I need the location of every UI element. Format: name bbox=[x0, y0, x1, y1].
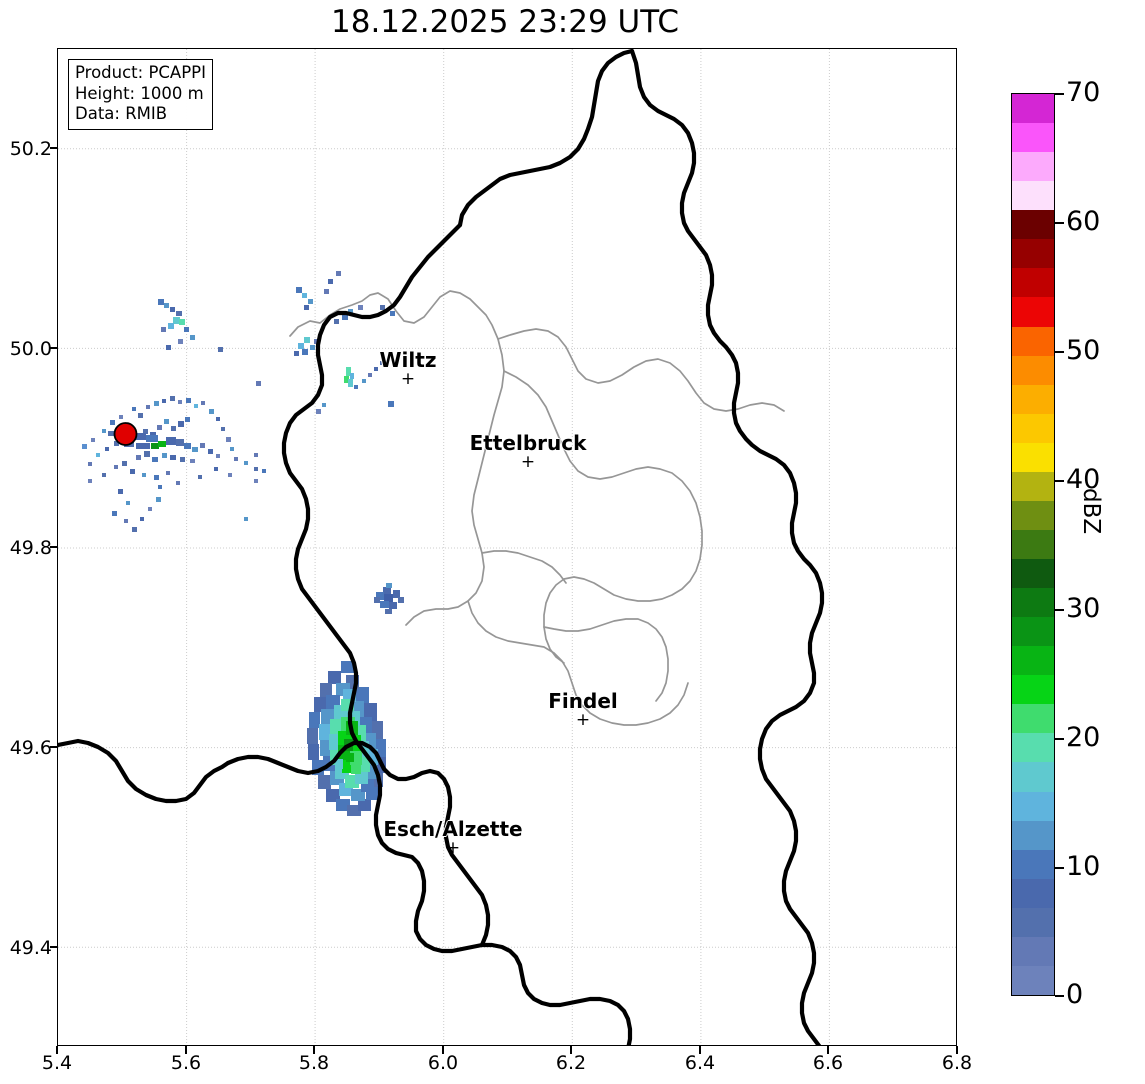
colorbar-band-2 bbox=[1012, 152, 1054, 182]
colorbar-tick-mark bbox=[1055, 351, 1064, 353]
national-border bbox=[58, 49, 825, 1045]
colorbar-band-23 bbox=[1012, 762, 1054, 792]
y-tick-label: 49.4 bbox=[9, 937, 52, 959]
x-tick-label: 6.2 bbox=[555, 1052, 587, 1074]
y-tick-mark bbox=[50, 546, 58, 548]
x-tick-mark bbox=[827, 1046, 829, 1054]
x-tick-mark bbox=[956, 1046, 958, 1054]
x-tick-label: 5.6 bbox=[170, 1052, 202, 1074]
colorbar-tick-label: 50 bbox=[1066, 335, 1101, 366]
colorbar-band-21 bbox=[1012, 704, 1054, 734]
colorbar-band-27 bbox=[1012, 878, 1054, 908]
info-product: Product: PCAPPI bbox=[75, 63, 206, 82]
colorbar-tick-label: 30 bbox=[1066, 593, 1101, 624]
echo-small-cell-west bbox=[374, 583, 404, 614]
x-tick-label: 6.6 bbox=[812, 1052, 844, 1074]
colorbar-band-17 bbox=[1012, 588, 1054, 618]
x-tick-label: 6.0 bbox=[427, 1052, 459, 1074]
colorbar-tick-mark bbox=[1055, 738, 1064, 740]
colorbar-tick-label: 0 bbox=[1066, 979, 1084, 1010]
colorbar-band-19 bbox=[1012, 646, 1054, 676]
radar-site-marker[interactable] bbox=[113, 422, 138, 446]
y-tick-label: 50.0 bbox=[9, 338, 52, 360]
colorbar-tick-label: 40 bbox=[1066, 464, 1101, 495]
x-tick-mark bbox=[699, 1046, 701, 1054]
colorbar-tick-label: 60 bbox=[1066, 206, 1101, 237]
echo-speckle-wiltz bbox=[254, 271, 394, 471]
canton-boundaries bbox=[289, 290, 785, 726]
radar-echo-layer bbox=[82, 271, 404, 816]
colorbar-tick-mark bbox=[1055, 609, 1064, 611]
colorbar-band-3 bbox=[1012, 181, 1054, 211]
colorbar-tick-label: 20 bbox=[1066, 722, 1101, 753]
colorbar-band-6 bbox=[1012, 268, 1054, 298]
x-tick-label: 6.4 bbox=[684, 1052, 716, 1074]
colorbar-tick-label: 70 bbox=[1066, 77, 1101, 108]
colorbar-band-8 bbox=[1012, 326, 1054, 356]
x-tick-mark bbox=[56, 1046, 58, 1054]
colorbar-band-7 bbox=[1012, 297, 1054, 327]
colorbar-band-22 bbox=[1012, 733, 1054, 763]
info-data: Data: RMIB bbox=[75, 104, 168, 123]
colorbar-band-26 bbox=[1012, 849, 1054, 879]
x-tick-label: 6.8 bbox=[941, 1052, 973, 1074]
colorbar-tick-mark bbox=[1055, 867, 1064, 869]
echo-speckle-radar-ring bbox=[82, 396, 266, 532]
x-tick-mark bbox=[185, 1046, 187, 1054]
colorbar-tick-mark bbox=[1055, 93, 1064, 95]
info-height: Height: 1000 m bbox=[75, 83, 204, 103]
colorbar-band-4 bbox=[1012, 210, 1054, 240]
colorbar-tick-mark bbox=[1055, 222, 1064, 224]
x-tick-label: 5.4 bbox=[41, 1052, 73, 1074]
x-tick-mark bbox=[313, 1046, 315, 1054]
colorbar-band-0 bbox=[1012, 94, 1054, 124]
colorbar-band-10 bbox=[1012, 384, 1054, 414]
map-plot-area[interactable]: Product: PCAPPI Height: 1000 m Data: RMI… bbox=[57, 48, 957, 1046]
x-tick-mark bbox=[570, 1046, 572, 1054]
y-tick-mark bbox=[50, 746, 58, 748]
colorbar-tick-mark bbox=[1055, 480, 1064, 482]
colorbar-band-30 bbox=[1012, 965, 1054, 995]
y-tick-label: 49.6 bbox=[9, 737, 52, 759]
y-tick-label: 50.2 bbox=[9, 138, 52, 160]
y-tick-mark bbox=[50, 347, 58, 349]
colorbar-band-20 bbox=[1012, 675, 1054, 705]
colorbar-band-12 bbox=[1012, 442, 1054, 472]
echo-main-cell bbox=[307, 661, 386, 816]
x-tick-mark bbox=[442, 1046, 444, 1054]
y-tick-mark bbox=[50, 147, 58, 149]
colorbar-band-16 bbox=[1012, 559, 1054, 589]
colorbar-band-24 bbox=[1012, 791, 1054, 821]
colorbar-band-9 bbox=[1012, 355, 1054, 385]
colorbar-title: dBZ bbox=[1078, 488, 1104, 535]
page-title: 18.12.2025 23:29 UTC bbox=[331, 4, 679, 40]
x-tick-label: 5.8 bbox=[298, 1052, 330, 1074]
info-box: Product: PCAPPI Height: 1000 m Data: RMI… bbox=[68, 59, 213, 130]
colorbar-band-11 bbox=[1012, 413, 1054, 443]
colorbar-band-14 bbox=[1012, 500, 1054, 530]
colorbar[interactable] bbox=[1011, 93, 1055, 996]
echo-speckle-north bbox=[158, 287, 395, 521]
colorbar-band-13 bbox=[1012, 471, 1054, 501]
colorbar-band-15 bbox=[1012, 529, 1054, 559]
colorbar-band-18 bbox=[1012, 617, 1054, 647]
y-tick-mark bbox=[50, 946, 58, 948]
colorbar-band-28 bbox=[1012, 907, 1054, 937]
colorbar-tick-label: 10 bbox=[1066, 851, 1101, 882]
grid-lines bbox=[58, 49, 956, 1045]
colorbar-band-1 bbox=[1012, 123, 1054, 153]
map-canvas bbox=[58, 49, 956, 1045]
colorbar-band-25 bbox=[1012, 820, 1054, 850]
colorbar-band-29 bbox=[1012, 936, 1054, 966]
colorbar-band-5 bbox=[1012, 239, 1054, 269]
y-tick-label: 49.8 bbox=[9, 537, 52, 559]
colorbar-tick-mark bbox=[1055, 995, 1064, 997]
